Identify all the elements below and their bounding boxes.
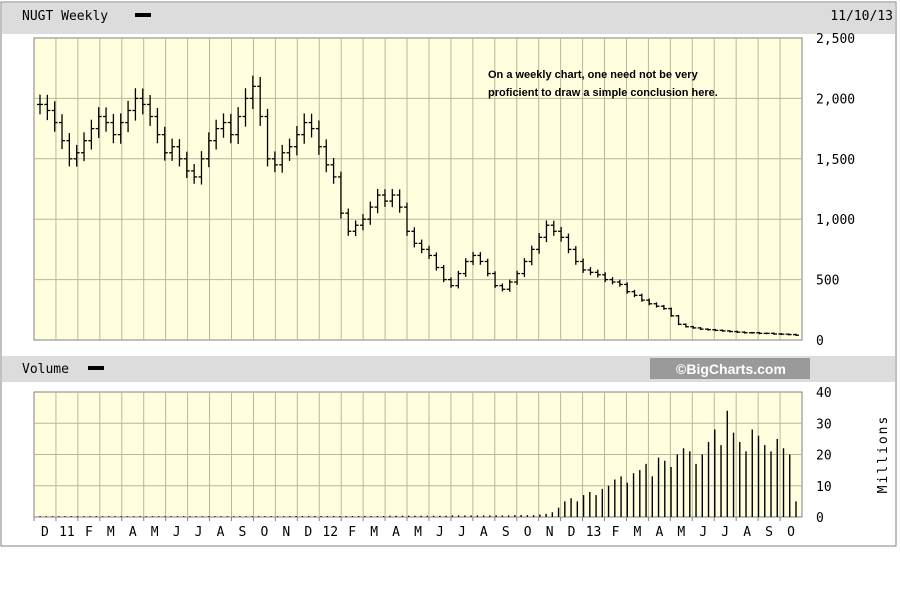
x-tick-label: 11 — [59, 525, 75, 540]
x-tick-label: A — [743, 525, 751, 540]
x-tick-label: 13 — [586, 525, 602, 540]
outer-frame — [0, 1, 897, 547]
annotation-line-2: proficient to draw a simple conclusion h… — [488, 87, 718, 99]
x-tick-label: J — [458, 525, 466, 540]
annotation-line-1: On a weekly chart, one need not be very — [488, 69, 699, 81]
price-plot-area — [33, 37, 803, 341]
price-y-tick-label: 1,500 — [816, 153, 855, 168]
x-axis: D 11 F M A M J J A S O N D 12 F M A M J J A S O N D 13 F M A M J J A S O — [33, 517, 795, 540]
x-tick-label: F — [85, 525, 93, 540]
x-tick-label: J — [436, 525, 444, 540]
volume-legend-swatch — [88, 366, 104, 370]
price-y-tick-label: 500 — [816, 274, 839, 289]
price-y-tick-label: 2,000 — [816, 92, 855, 107]
price-legend-swatch — [135, 13, 151, 17]
volume-title: Volume — [22, 362, 69, 377]
x-tick-label: F — [348, 525, 356, 540]
x-tick-label: S — [765, 525, 773, 540]
x-tick-label: 12 — [322, 525, 338, 540]
price-title: NUGT Weekly — [22, 9, 108, 24]
x-tick-label: J — [699, 525, 707, 540]
x-tick-label: M — [370, 525, 378, 540]
x-tick-label: A — [480, 525, 488, 540]
volume-y-axis: 40 30 20 10 0 — [816, 386, 832, 526]
x-tick-label: J — [173, 525, 181, 540]
x-tick-label: M — [107, 525, 115, 540]
price-y-axis: 2,500 2,000 1,500 1,000 500 0 — [816, 32, 855, 349]
price-date: 11/10/13 — [830, 9, 893, 24]
volume-y-tick-label: 40 — [816, 386, 832, 401]
x-tick-label: A — [129, 525, 137, 540]
volume-unit-label: Millions — [876, 415, 891, 494]
x-tick-label: D — [41, 525, 49, 540]
x-tick-label: D — [304, 525, 312, 540]
price-y-tick-label: 1,000 — [816, 213, 855, 228]
x-tick-label: N — [546, 525, 554, 540]
x-tick-label: M — [677, 525, 685, 540]
x-tick-label: N — [282, 525, 290, 540]
x-tick-label: F — [612, 525, 620, 540]
volume-y-tick-label: 10 — [816, 480, 832, 495]
volume-y-tick-label: 20 — [816, 449, 832, 464]
price-grid — [34, 38, 802, 340]
volume-y-tick-label: 0 — [816, 511, 824, 526]
x-tick-label: O — [260, 525, 268, 540]
x-tick-label: S — [502, 525, 510, 540]
price-bars — [37, 75, 799, 337]
x-tick-label: J — [195, 525, 203, 540]
volume-grid — [34, 392, 802, 517]
x-tick-label: O — [787, 525, 795, 540]
x-tick-label: S — [239, 525, 247, 540]
price-y-tick-label: 2,500 — [816, 32, 855, 47]
price-header-bar — [2, 3, 895, 34]
x-tick-label: M — [634, 525, 642, 540]
x-tick-label: A — [392, 525, 400, 540]
x-tick-label: D — [568, 525, 576, 540]
x-tick-label: J — [721, 525, 729, 540]
x-tick-label: M — [151, 525, 159, 540]
brand-badge — [650, 358, 810, 379]
x-tick-label: A — [217, 525, 225, 540]
volume-y-tick-label: 30 — [816, 417, 832, 432]
volume-bars — [39, 410, 797, 517]
brand-label: ©BigCharts.com — [676, 361, 786, 377]
x-tick-label: O — [524, 525, 532, 540]
x-tick-label: A — [655, 525, 663, 540]
price-y-tick-label: 0 — [816, 334, 824, 349]
x-tick-label: M — [414, 525, 422, 540]
